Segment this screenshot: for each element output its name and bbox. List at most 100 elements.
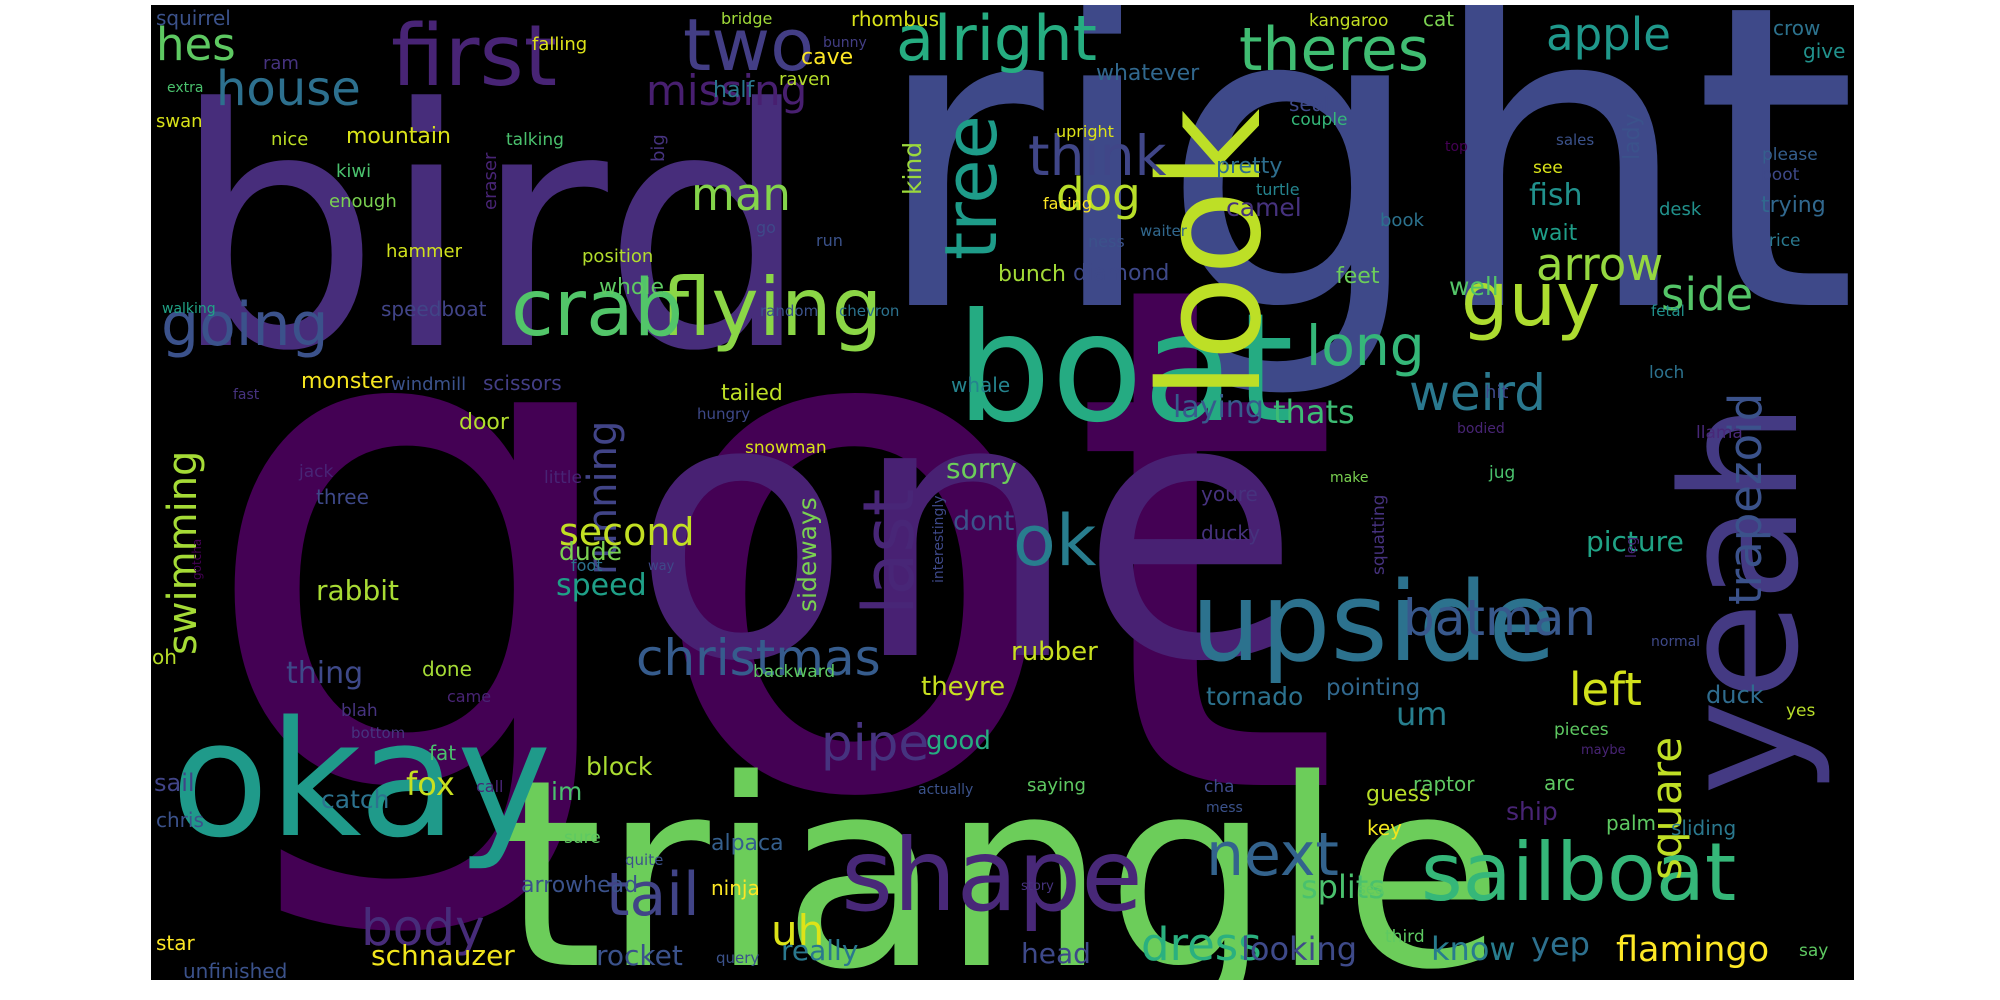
word-falling: falling bbox=[532, 34, 587, 55]
word-camel: camel bbox=[1226, 193, 1302, 222]
word-key: key bbox=[1367, 816, 1402, 840]
word-upside: upside bbox=[1191, 558, 1556, 686]
word-cloud: got right bird one triangle okay boat look yeah u… bbox=[151, 5, 1854, 980]
word-extra: extra bbox=[167, 80, 203, 96]
word-backward: backward bbox=[753, 662, 835, 682]
word-book: book bbox=[1380, 210, 1424, 231]
word-guess: guess bbox=[1366, 782, 1430, 807]
word-nice: nice bbox=[271, 129, 308, 150]
word-whatever: whatever bbox=[1096, 61, 1200, 86]
word-trapezoid: trapezoid bbox=[1719, 393, 1772, 605]
word-right: right bbox=[871, 5, 1854, 405]
word-laying: laying bbox=[1173, 390, 1264, 425]
word-gotcha: gotcha bbox=[190, 539, 204, 580]
word-facing: facing bbox=[1043, 194, 1092, 213]
word-sail: sail bbox=[154, 769, 195, 797]
word-story: story bbox=[1021, 879, 1054, 894]
word-whole: whole bbox=[599, 275, 664, 300]
word-windmill: windmill bbox=[391, 374, 466, 395]
word-loch: loch bbox=[1649, 363, 1684, 383]
word-waiter: waiter bbox=[1140, 222, 1188, 240]
word-um: um bbox=[1396, 695, 1447, 733]
word-crow: crow bbox=[1773, 16, 1820, 40]
word-sailboat: sailboat bbox=[1421, 826, 1736, 919]
word-ninja: ninja bbox=[711, 876, 760, 900]
word-sure: sure bbox=[564, 828, 601, 848]
word-rice: rice bbox=[1769, 231, 1801, 251]
word-sideways: sideways bbox=[793, 497, 822, 612]
word-uh: uh bbox=[771, 906, 824, 955]
word-third: third bbox=[1385, 927, 1425, 947]
word-batman: batman bbox=[1403, 589, 1596, 647]
word-head: head bbox=[1021, 937, 1091, 970]
word-quite: quite bbox=[625, 851, 663, 869]
word-yes: yes bbox=[1786, 701, 1816, 721]
word-sliding: sliding bbox=[1671, 816, 1736, 840]
word-raptor: raptor bbox=[1413, 772, 1475, 796]
word-wait: wait bbox=[1531, 221, 1578, 246]
word-fox: fox bbox=[406, 765, 455, 803]
word-hammer: hammer bbox=[386, 241, 463, 262]
word-going: going bbox=[161, 290, 329, 360]
word-scissors: scissors bbox=[483, 371, 562, 395]
word-interestingly: interestingly bbox=[931, 495, 947, 583]
word-good: good bbox=[926, 726, 991, 756]
word-ram: ram bbox=[263, 53, 299, 74]
word-squirrel: squirrel bbox=[156, 6, 231, 30]
word-chevron: chevron bbox=[839, 302, 899, 320]
word-seal: seal bbox=[1289, 92, 1330, 116]
word-alpaca: alpaca bbox=[711, 831, 784, 856]
word-mountain: mountain bbox=[346, 124, 451, 149]
word-flying: flying bbox=[661, 261, 882, 354]
word-oh: oh bbox=[152, 645, 177, 669]
word-man: man bbox=[691, 168, 791, 221]
word-arrow: arrow bbox=[1536, 238, 1663, 291]
word-whale: whale bbox=[951, 373, 1010, 397]
word-boat: boat bbox=[956, 282, 1294, 456]
word-guy: guy bbox=[1461, 255, 1601, 343]
word-mess: mess bbox=[1206, 800, 1243, 816]
word-llama: llama bbox=[1696, 423, 1743, 443]
word-ducky: ducky bbox=[1201, 521, 1260, 545]
word-look: look bbox=[1130, 109, 1293, 400]
word-two: two bbox=[683, 5, 814, 87]
word-think: think bbox=[1028, 124, 1167, 188]
word-little: little bbox=[544, 468, 582, 488]
word-block: block bbox=[586, 752, 653, 781]
word-way: way bbox=[648, 559, 675, 574]
word-unfinished: unfinished bbox=[183, 959, 287, 980]
word-crab: crab bbox=[511, 264, 683, 354]
word-half: half bbox=[713, 78, 756, 103]
word-house: house bbox=[216, 61, 361, 117]
word-bird: bird bbox=[171, 39, 812, 423]
word-enough: enough bbox=[329, 191, 397, 212]
word-rhombus: rhombus bbox=[851, 7, 939, 31]
word-theyre: theyre bbox=[921, 672, 1005, 702]
word-swimming: swimming bbox=[160, 451, 206, 655]
word-star: star bbox=[156, 931, 196, 955]
word-door: door bbox=[459, 410, 510, 435]
word-body: body bbox=[361, 899, 485, 957]
word-squatting: squatting bbox=[1369, 495, 1389, 575]
word-snowman: snowman bbox=[745, 438, 827, 458]
word-big: big bbox=[648, 134, 669, 162]
word-second: second bbox=[559, 510, 695, 554]
word-okay: okay bbox=[171, 686, 551, 873]
word-dont: dont bbox=[953, 506, 1014, 537]
word-last: last bbox=[848, 489, 930, 615]
word-alright: alright bbox=[896, 5, 1097, 75]
word-upright: upright bbox=[1056, 122, 1114, 141]
word-came: came bbox=[447, 687, 491, 706]
word-splits: splits bbox=[1301, 868, 1385, 906]
word-shape: shape bbox=[841, 817, 1143, 934]
word-rocket: rocket bbox=[596, 939, 683, 972]
word-fish: fish bbox=[1529, 178, 1583, 213]
word-saying: saying bbox=[1027, 775, 1086, 796]
word-arrowhead: arrowhead bbox=[521, 873, 638, 898]
word-please: please bbox=[1762, 145, 1818, 165]
word-arc: arc bbox=[1544, 771, 1575, 795]
word-triangle: triangle bbox=[501, 725, 1503, 980]
word-catch: catch bbox=[321, 785, 389, 814]
word-eraser: eraser bbox=[480, 152, 501, 210]
word-couple: couple bbox=[1291, 110, 1348, 130]
